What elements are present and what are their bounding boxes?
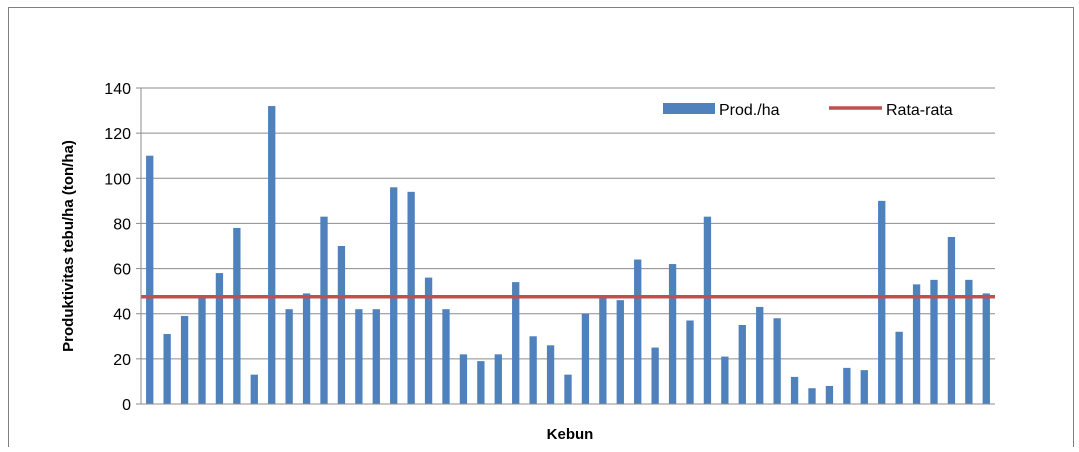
bar	[442, 309, 450, 404]
bar	[320, 216, 328, 404]
bar	[825, 385, 834, 404]
bar	[250, 374, 258, 404]
bar	[895, 331, 903, 404]
y-tick-label: 140	[104, 81, 131, 98]
bar	[459, 354, 468, 404]
bar	[703, 216, 712, 404]
y-tick-label: 100	[104, 171, 131, 188]
bar	[599, 297, 607, 404]
bar	[337, 246, 346, 404]
bar	[790, 376, 799, 404]
bar	[982, 293, 990, 404]
bar	[651, 347, 659, 404]
y-tick-label: 40	[113, 307, 131, 324]
legend: Prod./ha Rata-rata	[663, 102, 953, 119]
bar	[686, 320, 694, 404]
chart-svg: 0 20 40 60 80 100 120 140 Produktivitas tebu/ha…	[60, 81, 995, 443]
y-axis-title: Produktivitas tebu/ha (ton/ha)	[60, 140, 77, 352]
bar	[721, 356, 729, 404]
bar	[180, 315, 189, 404]
bar	[355, 309, 363, 404]
legend-swatch-bar	[663, 103, 715, 114]
legend-label-line: Rata-rata	[886, 102, 953, 119]
axis-layer	[136, 87, 995, 405]
bar	[302, 293, 311, 404]
y-tick-label: 20	[113, 352, 131, 369]
bar	[808, 388, 816, 404]
bar	[146, 155, 154, 404]
y-tick-label: 120	[104, 126, 131, 143]
bar	[198, 297, 206, 404]
bar	[947, 236, 956, 404]
x-axis-title: Kebun	[547, 426, 594, 443]
bar	[860, 370, 868, 404]
bar	[372, 309, 380, 404]
bar	[965, 279, 973, 404]
bar	[668, 264, 677, 404]
bar	[843, 367, 851, 404]
bar	[546, 345, 555, 404]
bar	[930, 279, 938, 404]
bar	[268, 106, 276, 405]
chart-frame: 0 20 40 60 80 100 120 140 Produktivitas tebu/ha…	[8, 7, 1074, 447]
bar	[773, 318, 781, 404]
bar	[581, 313, 590, 404]
bar	[285, 309, 293, 404]
bar	[233, 227, 241, 404]
y-tick-label: 0	[122, 397, 131, 414]
bar	[564, 374, 572, 404]
tick-label-layer: 0 20 40 60 80 100 120 140	[104, 81, 131, 414]
bar	[529, 336, 537, 404]
legend-label-bar: Prod./ha	[719, 102, 780, 119]
bar	[616, 300, 624, 404]
bar	[477, 361, 485, 404]
bar	[738, 325, 746, 404]
grid-layer	[141, 87, 995, 360]
bar-layer	[146, 106, 990, 405]
y-tick-label: 60	[113, 262, 131, 279]
bar	[756, 306, 764, 404]
bar	[163, 334, 171, 404]
bar	[215, 273, 224, 404]
bar	[512, 282, 520, 404]
bar	[494, 354, 502, 404]
bar	[912, 284, 921, 404]
bar	[424, 277, 433, 404]
bar	[878, 200, 886, 404]
y-tick-label: 80	[113, 216, 131, 233]
bar	[634, 259, 642, 404]
